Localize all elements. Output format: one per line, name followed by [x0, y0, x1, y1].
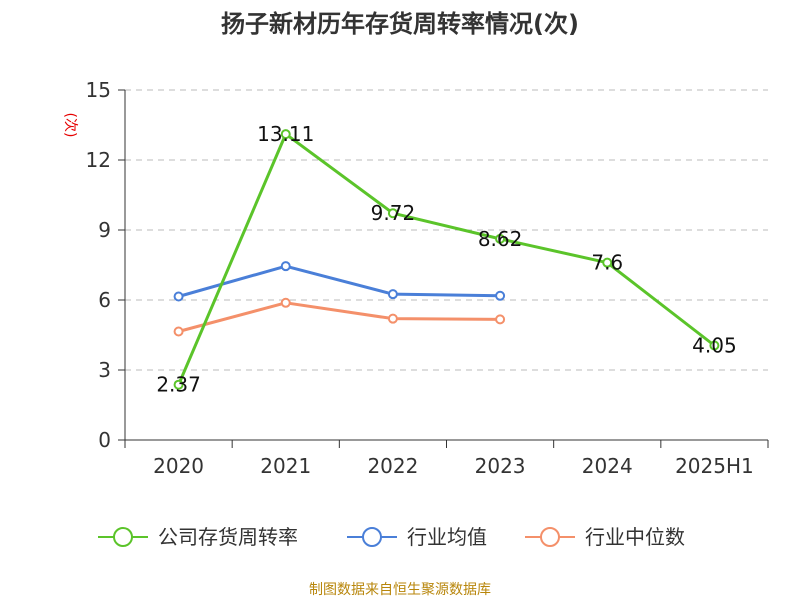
x-tick-label: 2023: [475, 454, 526, 478]
x-tick-label: 2024: [582, 454, 633, 478]
legend-marker: [113, 527, 133, 547]
data-label: 13.11: [257, 122, 314, 146]
legend-label: 公司存货周转率: [158, 525, 298, 549]
legend-marker: [540, 527, 560, 547]
series-line: [178, 301, 501, 333]
data-label: 4.05: [692, 334, 737, 358]
data-point: [709, 340, 720, 351]
data-label: 7.6: [591, 251, 623, 275]
data-point: [280, 261, 291, 272]
y-axis-label: (次): [62, 113, 78, 138]
data-point: [173, 326, 184, 337]
y-tick-label: 12: [86, 148, 111, 172]
data-point: [387, 313, 398, 324]
data-point: [387, 208, 398, 219]
chart-title: 扬子新材历年存货周转率情况(次): [221, 10, 579, 38]
legend-label: 行业均值: [407, 525, 487, 549]
data-point: [387, 289, 398, 300]
data-point: [495, 314, 506, 325]
x-tick-label: 2020: [153, 454, 204, 478]
data-label: 9.72: [371, 201, 416, 225]
source-note: 制图数据来自恒生聚源数据库: [309, 582, 491, 598]
y-tick-label: 15: [86, 78, 111, 102]
y-tick-label: 6: [98, 288, 111, 312]
data-point: [173, 291, 184, 302]
data-point: [602, 257, 613, 268]
y-tick-label: 3: [98, 358, 111, 382]
y-tick-label: 0: [98, 428, 111, 452]
x-tick-label: 2021: [260, 454, 311, 478]
data-point: [280, 297, 291, 308]
data-point: [495, 290, 506, 301]
data-label: 2.37: [156, 373, 201, 397]
series-line: [178, 264, 501, 298]
data-point: [495, 233, 506, 244]
legend-marker: [362, 527, 382, 547]
x-tick-label: 2022: [367, 454, 418, 478]
legend-label: 行业中位数: [585, 525, 685, 549]
data-point: [173, 379, 184, 390]
data-label: 8.62: [478, 227, 523, 251]
series-line: [177, 132, 716, 386]
y-tick-label: 9: [98, 218, 111, 242]
data-point: [280, 129, 291, 140]
x-tick-label: 2025H1: [675, 454, 754, 478]
